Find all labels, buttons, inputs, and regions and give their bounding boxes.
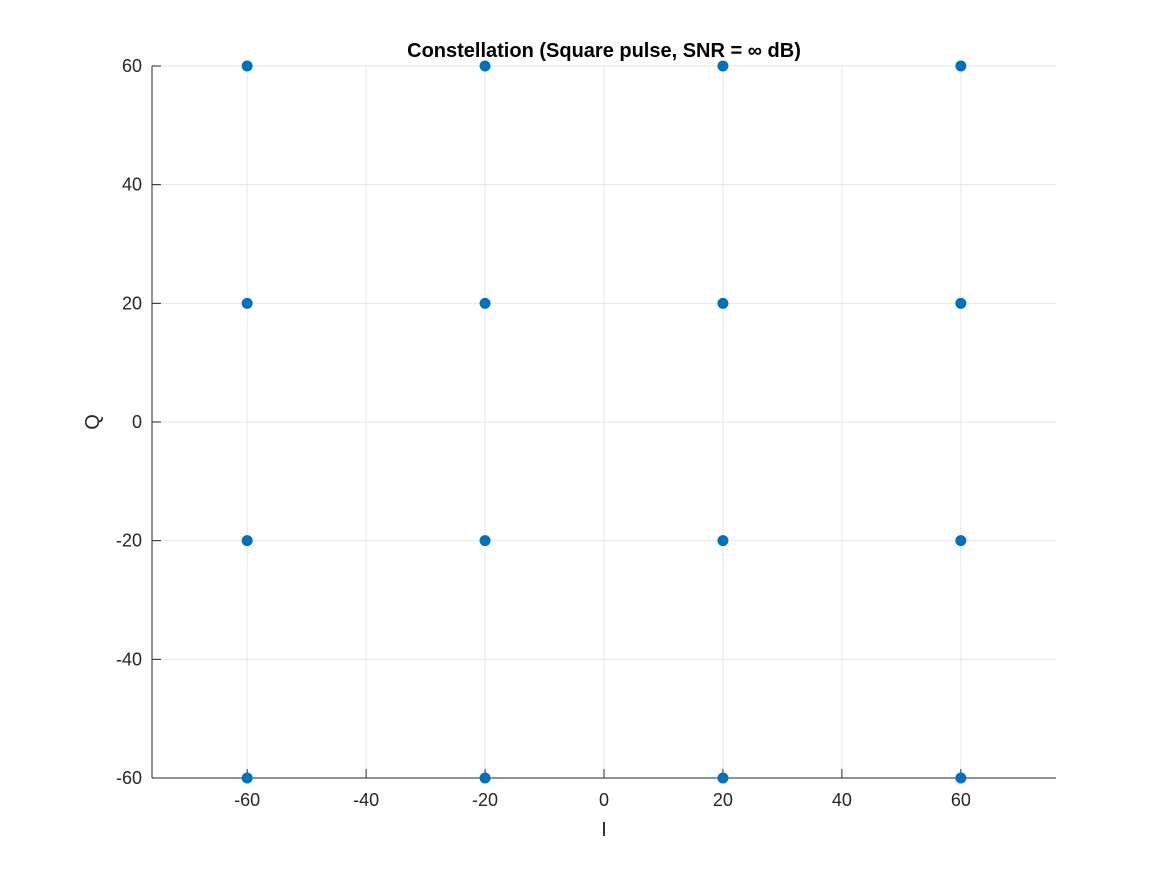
x-tick-label: 0: [599, 790, 609, 810]
data-points: [241, 60, 967, 784]
constellation-point: [241, 60, 253, 72]
y-tick-label: 0: [132, 412, 142, 432]
x-tick-label: 20: [713, 790, 733, 810]
y-tick-label: 20: [122, 293, 142, 313]
y-tick-label: -40: [116, 649, 142, 669]
constellation-point: [241, 297, 253, 309]
x-tick-label: -20: [472, 790, 498, 810]
constellation-point: [479, 297, 491, 309]
axes: -60 -40 -20 0 20 40 60 -60 -40 -20 0 20 40 60: [116, 56, 1056, 810]
x-tick-label: 60: [951, 790, 971, 810]
constellation-point: [717, 772, 729, 784]
constellation-point: [955, 772, 967, 784]
constellation-point: [479, 772, 491, 784]
constellation-point: [479, 535, 491, 547]
x-tick-label: -40: [353, 790, 379, 810]
chart-title: Constellation (Square pulse, SNR = ∞ dB): [407, 40, 801, 62]
constellation-point: [955, 535, 967, 547]
x-tick-label: 40: [832, 790, 852, 810]
constellation-point: [479, 60, 491, 72]
y-tick-label: -20: [116, 531, 142, 551]
x-axis-label: I: [601, 819, 607, 841]
constellation-point: [717, 535, 729, 547]
y-axis-label: Q: [82, 414, 104, 430]
y-tick-label: 40: [122, 175, 142, 195]
constellation-point: [955, 297, 967, 309]
constellation-point: [241, 772, 253, 784]
constellation-point: [717, 60, 729, 72]
constellation-point: [717, 297, 729, 309]
constellation-point: [955, 60, 967, 72]
x-tick-label: -60: [234, 790, 260, 810]
constellation-point: [241, 535, 253, 547]
y-tick-label: -60: [116, 768, 142, 788]
y-tick-label: 60: [122, 56, 142, 76]
